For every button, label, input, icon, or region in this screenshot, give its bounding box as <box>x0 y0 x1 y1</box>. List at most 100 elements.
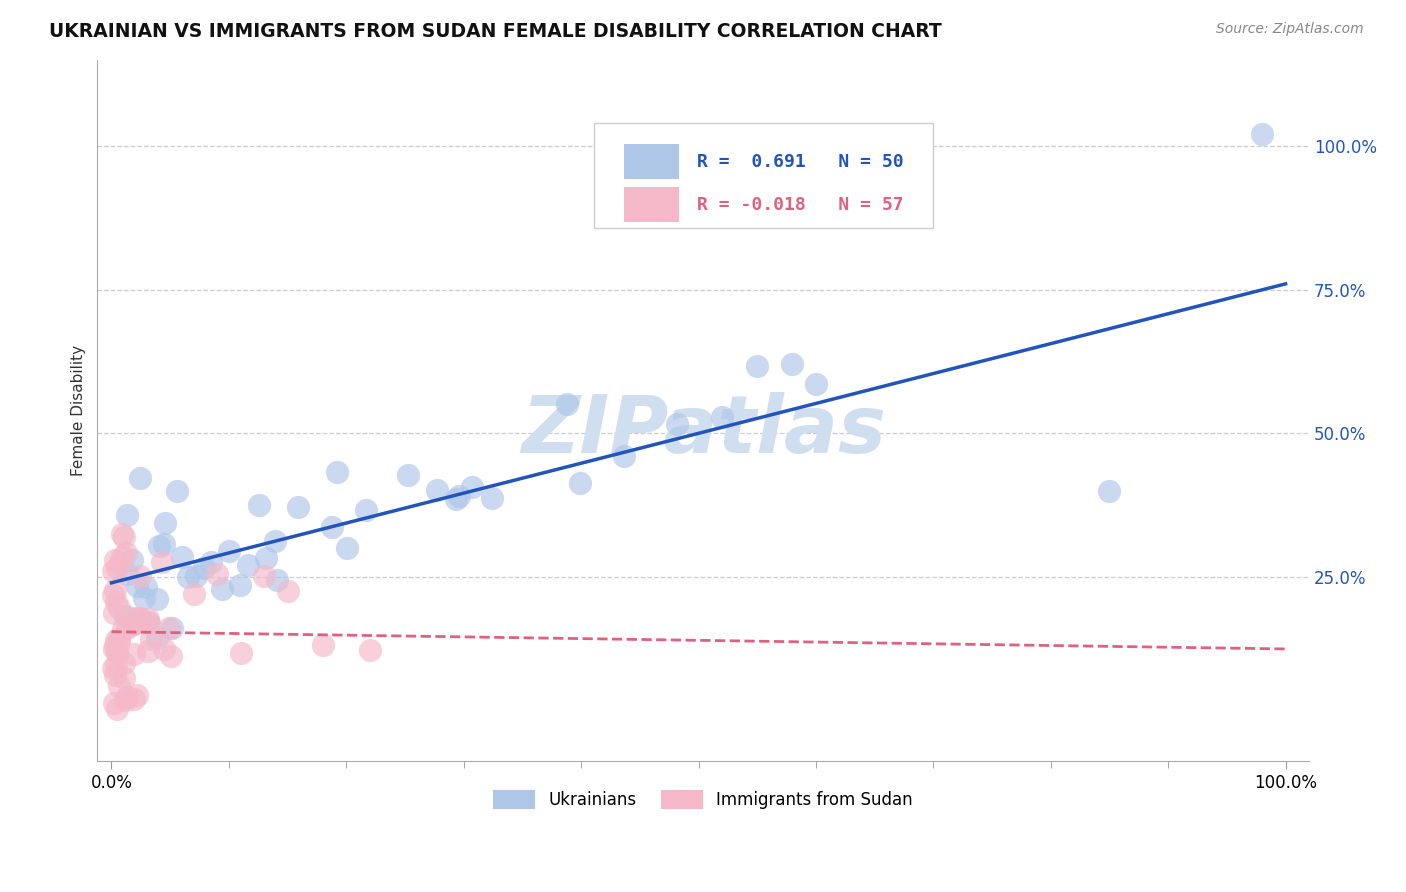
Point <box>247 498 270 512</box>
Point <box>312 638 335 652</box>
FancyBboxPatch shape <box>624 187 679 222</box>
Point <box>184 569 207 583</box>
Point <box>115 508 138 523</box>
Point <box>426 483 449 497</box>
Point <box>105 561 128 575</box>
Point <box>125 688 148 702</box>
Point <box>446 491 468 506</box>
Point <box>103 642 125 657</box>
Point <box>218 543 240 558</box>
Point <box>481 491 503 505</box>
Text: UKRAINIAN VS IMMIGRANTS FROM SUDAN FEMALE DISABILITY CORRELATION CHART: UKRAINIAN VS IMMIGRANTS FROM SUDAN FEMAL… <box>49 22 942 41</box>
Point <box>115 621 138 635</box>
Point <box>132 591 155 606</box>
Point <box>228 578 250 592</box>
Point <box>114 657 136 671</box>
Point <box>107 702 129 716</box>
Text: R =  0.691   N = 50: R = 0.691 N = 50 <box>697 153 904 170</box>
Point <box>447 490 470 504</box>
Point <box>1098 483 1121 498</box>
Point <box>114 609 136 624</box>
Point <box>134 581 156 595</box>
Point <box>396 468 419 483</box>
Point <box>127 579 149 593</box>
Point <box>115 567 138 582</box>
FancyBboxPatch shape <box>595 123 934 228</box>
Point <box>160 648 183 663</box>
Point <box>266 573 288 587</box>
Point <box>253 568 276 582</box>
Point <box>107 601 129 615</box>
Point <box>112 530 135 544</box>
Point <box>104 553 127 567</box>
Point <box>321 520 343 534</box>
Point <box>122 691 145 706</box>
Text: R = -0.018   N = 57: R = -0.018 N = 57 <box>697 195 904 213</box>
Point <box>166 484 188 499</box>
Point <box>1251 128 1274 142</box>
Point <box>111 550 134 565</box>
Point <box>128 569 150 583</box>
Point <box>103 565 125 579</box>
Point <box>148 540 170 554</box>
Point <box>107 634 129 648</box>
Point <box>177 569 200 583</box>
Point <box>112 671 135 685</box>
Point <box>108 632 131 647</box>
Point <box>804 376 827 391</box>
Point <box>254 551 277 566</box>
Point <box>264 534 287 549</box>
Point <box>711 409 734 424</box>
Point <box>153 516 176 530</box>
Point <box>170 550 193 565</box>
Point <box>105 657 128 672</box>
Point <box>104 639 127 653</box>
Point <box>136 615 159 629</box>
Point <box>129 470 152 484</box>
Point <box>782 357 804 371</box>
Point <box>103 696 125 710</box>
Point <box>122 611 145 625</box>
Point <box>124 617 146 632</box>
Point <box>104 667 127 681</box>
Point <box>152 536 174 550</box>
Point <box>200 555 222 569</box>
Point <box>115 690 138 704</box>
Point <box>146 631 169 645</box>
Point <box>111 527 134 541</box>
Point <box>105 632 128 647</box>
Text: ZIPatlas: ZIPatlas <box>520 392 886 470</box>
Point <box>112 622 135 636</box>
Point <box>238 558 260 572</box>
Point <box>121 553 143 567</box>
Point <box>136 644 159 658</box>
Point <box>277 584 299 599</box>
Point <box>103 661 125 675</box>
Text: Source: ZipAtlas.com: Source: ZipAtlas.com <box>1216 22 1364 37</box>
Point <box>138 616 160 631</box>
Point <box>105 646 128 660</box>
Point <box>103 607 125 621</box>
Point <box>568 475 591 490</box>
Point <box>336 541 359 556</box>
Legend: Ukrainians, Immigrants from Sudan: Ukrainians, Immigrants from Sudan <box>486 783 920 816</box>
Point <box>613 449 636 463</box>
Point <box>128 611 150 625</box>
Point <box>104 583 127 598</box>
Point <box>183 587 205 601</box>
Point <box>150 555 173 569</box>
Point <box>114 693 136 707</box>
Point <box>205 567 228 582</box>
Point <box>108 679 131 693</box>
Point <box>105 645 128 659</box>
Y-axis label: Female Disability: Female Disability <box>72 345 86 476</box>
Point <box>114 545 136 559</box>
Point <box>666 417 689 432</box>
Point <box>146 592 169 607</box>
Point <box>141 632 163 647</box>
Point <box>325 465 347 479</box>
FancyBboxPatch shape <box>624 145 679 179</box>
Point <box>121 616 143 631</box>
Point <box>101 588 124 602</box>
Point <box>122 616 145 631</box>
